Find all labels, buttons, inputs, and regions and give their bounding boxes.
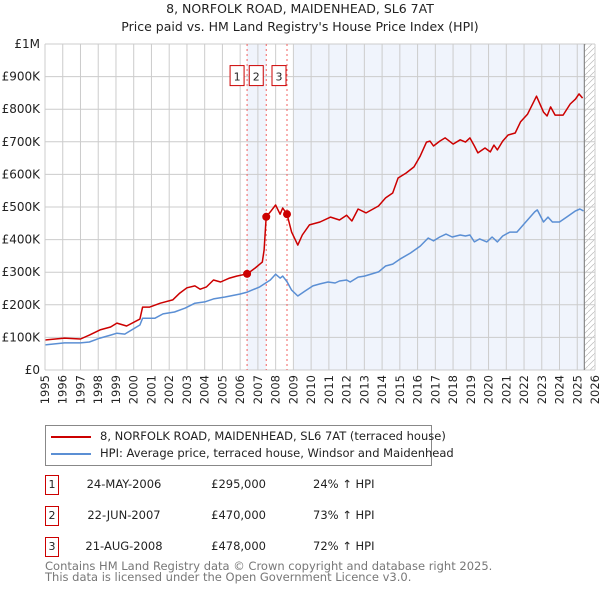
footer-licence: This data is licensed under the Open Gov… [45, 570, 412, 584]
sale-hpi-diff: 24% ↑ HPI [313, 477, 375, 491]
y-tick-label: £200K [2, 298, 42, 312]
y-tick-label: £700K [2, 135, 42, 149]
sale-price: £470,000 [211, 508, 266, 522]
legend-swatch [51, 452, 91, 455]
sale-label-box-1: 1 [229, 65, 245, 87]
y-tick-label: £1M [14, 37, 40, 51]
x-tick-label: 1995 [38, 375, 52, 404]
sale-price: £295,000 [211, 477, 266, 491]
sale-label-box-2: 2 [248, 65, 264, 87]
x-tick-label: 2025 [570, 375, 584, 404]
legend-label: HPI: Average price, terraced house, Wind… [100, 446, 454, 460]
x-tick-label: 2010 [304, 375, 318, 404]
x-tick-label: 2002 [162, 375, 176, 404]
x-tick-label: 2022 [517, 375, 531, 404]
x-tick-label: 1999 [109, 375, 123, 404]
sale-label-number: 1 [234, 71, 241, 84]
y-tick-label: £400K [2, 233, 42, 247]
x-tick-label: 2026 [588, 375, 600, 404]
x-tick-label: 2003 [180, 375, 194, 404]
legend-swatch [51, 435, 91, 438]
sale-price: £478,000 [211, 539, 266, 553]
y-tick-label: £800K [2, 102, 42, 116]
x-tick-label: 2018 [446, 375, 460, 404]
x-tick-label: 2005 [215, 375, 229, 404]
x-tick-label: 2009 [286, 375, 300, 404]
sale-badge: 1 [45, 475, 59, 495]
x-tick-label: 2006 [233, 375, 247, 404]
x-tick-label: 2013 [357, 375, 371, 404]
legend-item-property: 8, NORFOLK ROAD, MAIDENHEAD, SL6 7AT (te… [51, 429, 446, 443]
sale-label-border [271, 65, 287, 87]
property-series-line [44, 93, 584, 341]
x-tick-label: 2021 [499, 375, 513, 404]
x-tick-label: 1997 [73, 375, 87, 404]
sale-label-number: 2 [253, 71, 260, 84]
sale-date: 24-MAY-2006 [86, 477, 162, 491]
sale-date: 21-AUG-2008 [85, 539, 163, 553]
chart-title: 8, NORFOLK ROAD, MAIDENHEAD, SL6 7AT [166, 1, 434, 16]
sale-label-box-3: 3 [271, 65, 287, 87]
y-tick-label: £100K [2, 330, 42, 344]
y-tick-label: £300K [2, 265, 42, 279]
y-tick-label: £500K [2, 200, 42, 214]
y-tick-label: £0 [25, 363, 40, 377]
hpi-series-line [44, 208, 584, 346]
x-tick-label: 2012 [340, 375, 354, 404]
sale-label-border [248, 65, 264, 87]
x-tick-label: 2017 [428, 375, 442, 404]
x-tick-label: 1998 [91, 375, 105, 404]
x-tick-label: 2004 [198, 375, 212, 404]
footer-copyright: Contains HM Land Registry data © Crown c… [45, 559, 493, 573]
sale-badge: 2 [45, 506, 59, 526]
sale-hpi-diff: 72% ↑ HPI [313, 539, 375, 553]
sale-point [283, 210, 291, 219]
sale-label-border [229, 65, 245, 87]
x-tick-label: 2014 [375, 375, 389, 404]
x-tick-label: 2024 [553, 375, 567, 404]
x-tick-label: 2015 [393, 375, 407, 404]
legend-label: 8, NORFOLK ROAD, MAIDENHEAD, SL6 7AT (te… [100, 429, 446, 443]
sale-point [262, 212, 271, 221]
sale-badge: 3 [45, 537, 59, 557]
x-tick-label: 2000 [127, 375, 141, 404]
y-tick-label: £900K [2, 70, 42, 84]
price-chart: 1995 1996 1997 1998 1999 2000 2001 2002 2003 2004… [2, 37, 600, 404]
sale-point [243, 269, 252, 278]
x-tick-label: 1996 [56, 375, 70, 404]
sale-hpi-diff: 73% ↑ HPI [313, 508, 375, 522]
x-tick-label: 2001 [144, 375, 158, 404]
x-tick-label: 2020 [482, 375, 496, 404]
legend-item-hpi: HPI: Average price, terraced house, Wind… [51, 446, 454, 460]
y-tick-label: £600K [2, 167, 42, 181]
x-tick-label: 2011 [322, 375, 336, 404]
sale-label-number: 3 [276, 71, 283, 84]
x-tick-label: 2008 [269, 375, 283, 404]
x-tick-label: 2019 [464, 375, 478, 404]
x-tick-label: 2016 [411, 375, 425, 404]
x-tick-label: 2007 [251, 375, 265, 404]
chart-subtitle: Price paid vs. HM Land Registry's House … [121, 19, 479, 34]
legend: 8, NORFOLK ROAD, MAIDENHEAD, SL6 7AT (te… [45, 425, 454, 466]
sale-date: 22-JUN-2007 [87, 508, 161, 522]
x-tick-label: 2023 [535, 375, 549, 404]
